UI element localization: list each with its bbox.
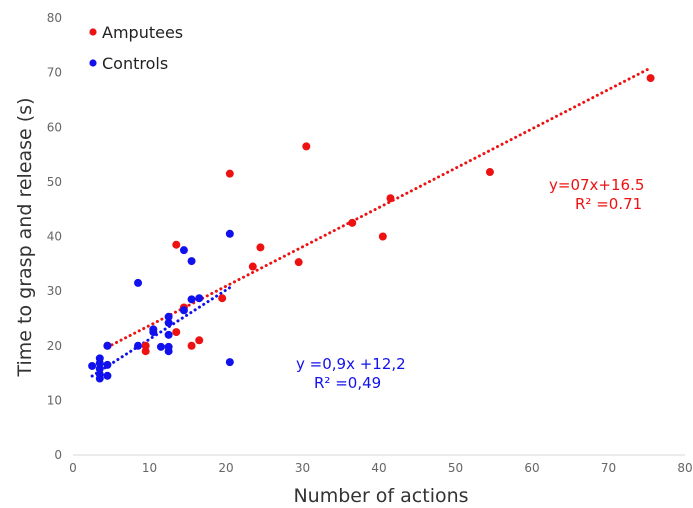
y-tick-label: 50 [47, 175, 62, 189]
point-controls [164, 318, 173, 327]
point-amputees [172, 240, 181, 249]
x-tick-label: 80 [677, 461, 692, 475]
data-points [88, 74, 655, 383]
point-controls [103, 360, 112, 369]
y-axis-ticks: 0 10 20 30 40 50 60 70 80 [47, 11, 62, 462]
amputees-equation-line: y=07x+16.5 [549, 176, 644, 194]
point-amputees [218, 294, 227, 303]
y-tick-label: 20 [47, 339, 62, 353]
point-controls [195, 294, 204, 303]
point-amputees [485, 168, 494, 177]
x-axis-title: Number of actions [293, 485, 468, 507]
point-amputees [302, 142, 311, 151]
point-amputees [141, 341, 150, 350]
x-axis-ticks: 0 10 20 30 40 50 60 70 80 [69, 461, 692, 475]
x-tick-label: 20 [218, 461, 233, 475]
y-tick-label: 70 [47, 66, 62, 80]
point-controls [103, 371, 112, 380]
y-tick-label: 80 [47, 11, 62, 25]
point-amputees [256, 243, 265, 252]
trendline-amputees [105, 66, 653, 349]
y-tick-label: 60 [47, 120, 62, 134]
point-amputees [172, 328, 181, 337]
y-tick-label: 10 [47, 393, 62, 407]
legend-marker-controls [89, 59, 97, 67]
x-tick-label: 50 [448, 461, 463, 475]
legend-label-controls: Controls [102, 54, 168, 73]
point-amputees [386, 194, 395, 203]
point-amputees [248, 262, 257, 271]
point-controls [225, 229, 234, 238]
controls-equation-line: y =0,9x +12,2 [296, 355, 406, 373]
point-controls [156, 342, 165, 351]
point-amputees [225, 169, 234, 178]
controls-equation: y =0,9x +12,2 R² =0,49 [296, 355, 406, 392]
y-tick-label: 40 [47, 230, 62, 244]
point-controls [103, 341, 112, 350]
amputees-r2: R² =0.71 [575, 195, 642, 213]
point-controls [95, 354, 104, 363]
y-axis-title: Time to grasp and release (s) [14, 98, 36, 378]
point-amputees [187, 341, 196, 350]
x-tick-label: 40 [371, 461, 386, 475]
point-controls [179, 306, 188, 315]
amputees-equation: y=07x+16.5 R² =0.71 [549, 176, 644, 213]
x-tick-label: 70 [601, 461, 616, 475]
point-amputees [646, 74, 655, 83]
point-controls [134, 278, 143, 287]
point-amputees [378, 232, 387, 241]
x-tick-label: 10 [142, 461, 157, 475]
x-tick-label: 0 [69, 461, 77, 475]
x-tick-label: 60 [524, 461, 539, 475]
y-tick-label: 30 [47, 284, 62, 298]
controls-r2: R² =0,49 [314, 374, 381, 392]
point-amputees [195, 336, 204, 345]
point-controls [164, 330, 173, 339]
point-controls [134, 341, 143, 350]
x-tick-label: 30 [295, 461, 310, 475]
point-controls [149, 325, 158, 334]
legend-label-amputees: Amputees [102, 23, 183, 42]
y-tick-label: 0 [54, 448, 62, 462]
legend: Amputees Controls [89, 23, 183, 73]
point-controls [164, 312, 173, 321]
legend-marker-amputees [89, 28, 97, 36]
point-controls [164, 342, 173, 351]
point-controls [225, 358, 234, 367]
point-controls [179, 246, 188, 255]
point-controls [88, 361, 97, 370]
point-amputees [348, 218, 357, 227]
trendline-controls [90, 284, 234, 378]
point-controls [187, 257, 196, 266]
point-controls [187, 295, 196, 304]
point-amputees [294, 258, 303, 267]
